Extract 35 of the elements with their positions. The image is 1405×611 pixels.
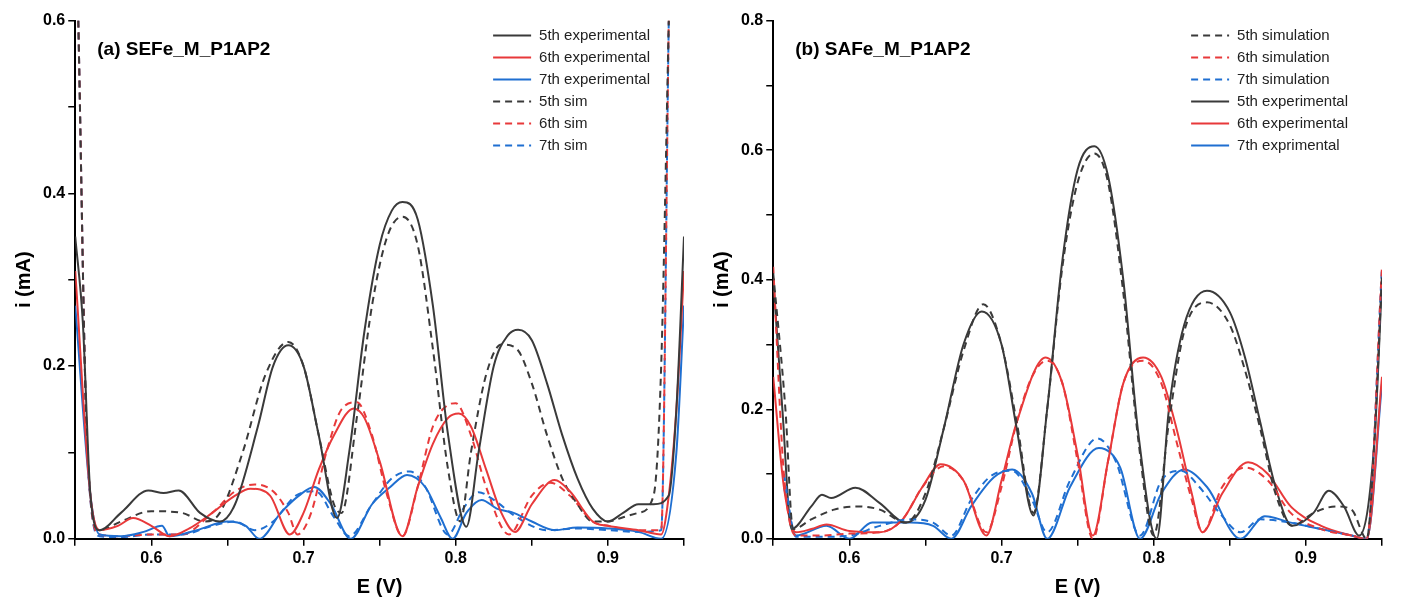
y-tick-label: 0.8 xyxy=(740,11,764,29)
x-tick-label: 0.9 xyxy=(596,548,620,566)
y-axis-title: i (mA) xyxy=(11,251,34,309)
legend-label: 6th simulation xyxy=(1237,47,1330,65)
x-tick-label: 0.7 xyxy=(990,548,1013,566)
x-tick-label: 0.6 xyxy=(838,548,861,566)
y-tick-label: 0.0 xyxy=(42,529,66,547)
annotation: (b) SAFe_M_P1AP2 xyxy=(795,38,971,60)
x-axis-title: E (V) xyxy=(356,574,403,597)
y-tick-label: 0.6 xyxy=(740,140,764,158)
x-tick-label: 0.8 xyxy=(1142,548,1165,566)
legend-label: 7th exprimental xyxy=(1237,135,1340,153)
legend-label: 5th experimental xyxy=(1237,91,1349,109)
legend-label: 7th experimental xyxy=(539,69,651,87)
y-tick-label: 0.6 xyxy=(42,11,66,29)
x-axis-title: E (V) xyxy=(1054,574,1101,597)
x-tick-label: 0.8 xyxy=(444,548,467,566)
legend-label: 7th simulation xyxy=(1237,69,1330,87)
legend-label: 5th sim xyxy=(539,91,588,109)
y-tick-label: 0.4 xyxy=(42,183,66,201)
x-tick-label: 0.6 xyxy=(140,548,163,566)
legend-label: 7th sim xyxy=(539,135,588,153)
legend-label: 6th sim xyxy=(539,113,588,131)
y-tick-label: 0.0 xyxy=(740,529,764,547)
y-tick-label: 0.2 xyxy=(740,399,764,417)
y-tick-label: 0.2 xyxy=(42,356,66,374)
legend-label: 6th experimental xyxy=(1237,113,1349,131)
x-tick-label: 0.7 xyxy=(292,548,315,566)
annotation: (a) SEFe_M_P1AP2 xyxy=(97,38,271,60)
legend-label: 6th experimental xyxy=(539,47,651,65)
legend-label: 5th experimental xyxy=(539,25,651,43)
y-axis-title: i (mA) xyxy=(709,251,732,309)
legend-label: 5th simulation xyxy=(1237,25,1330,43)
x-tick-label: 0.9 xyxy=(1294,548,1318,566)
y-tick-label: 0.4 xyxy=(740,270,764,288)
